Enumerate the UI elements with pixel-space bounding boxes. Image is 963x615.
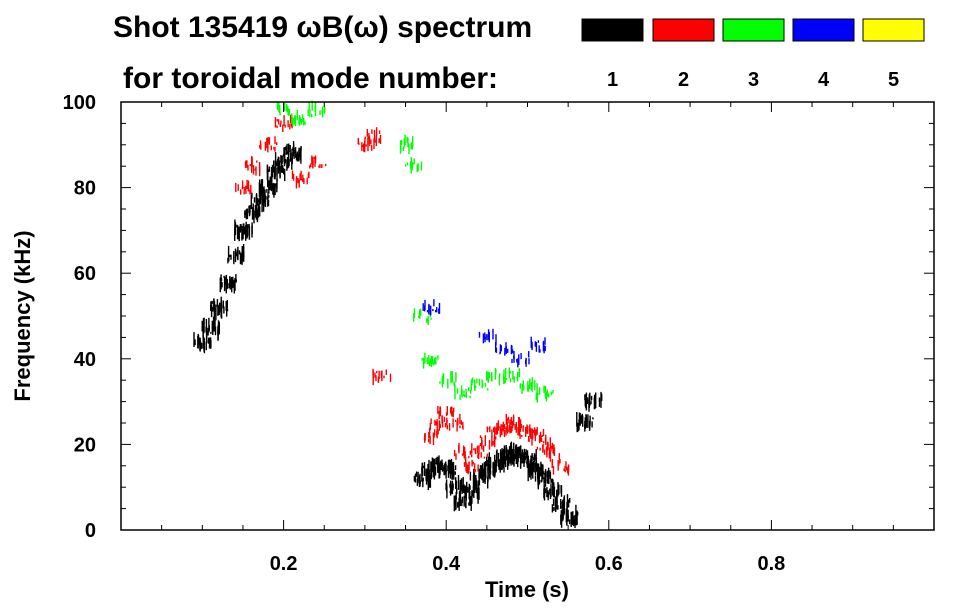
series-mode-1 [193,141,603,528]
data-point-mode-2 [259,136,278,153]
data-point-mode-4 [530,336,546,354]
chart-subtitle: for toroidal mode number: [123,62,498,95]
legend-label-mode-1: 1 [607,69,618,91]
legend-label-mode-3: 3 [748,69,759,91]
data-point-mode-2 [235,179,252,195]
data-point-mode-2 [446,413,464,432]
legend-swatch-mode-1 [581,18,644,42]
y-tick-label: 60 [74,263,96,285]
data-point-mode-3 [421,352,439,369]
data-point-mode-2 [479,432,497,450]
data-point-mode-1 [201,316,220,341]
data-point-mode-1 [250,189,270,213]
plot-data [193,100,603,528]
legend-swatch-mode-2 [652,18,715,42]
y-tick-label: 80 [74,178,96,200]
data-point-mode-2 [437,405,455,422]
data-point-mode-1 [234,219,253,242]
y-axis-label: Frequency (kHz) [10,230,35,401]
data-point-mode-2 [357,136,375,153]
tick-labels: 0.2 0.4 0.6 0.8 0 20 40 60 80 100 [63,92,786,575]
chart-title: Shot 135419 ωB(ω) spectrum [113,11,532,44]
legend-swatch-mode-5 [862,18,925,42]
data-point-mode-2 [364,127,382,147]
data-point-mode-1 [193,331,212,354]
legend-label-mode-2: 2 [678,69,689,91]
series-mode-4 [422,299,546,368]
data-point-mode-4 [511,351,530,368]
data-point-mode-1 [227,244,245,265]
data-point-mode-4 [478,328,497,346]
data-point-mode-1 [445,475,465,499]
data-point-mode-3 [454,384,472,400]
data-point-mode-2 [244,156,261,177]
data-point-mode-1 [462,480,480,504]
legend-label-mode-5: 5 [888,69,899,91]
data-point-mode-3 [519,377,536,394]
data-point-mode-1 [219,274,237,294]
data-point-mode-1 [258,176,278,201]
data-point-mode-2 [291,170,310,189]
data-point-mode-1 [576,412,594,433]
data-point-mode-4 [495,342,514,356]
data-point-mode-2 [543,444,560,462]
y-tick-label: 20 [74,434,96,456]
y-tick-label: 40 [74,349,96,371]
x-tick-label: 0.6 [595,553,623,575]
data-point-mode-3 [399,134,414,154]
series-mode-3 [276,100,554,403]
legend-swatch-mode-4 [792,18,855,42]
data-point-mode-1 [584,391,603,412]
data-point-mode-3 [503,367,520,385]
data-point-mode-3 [535,383,554,403]
axis-ticks [121,102,934,530]
data-point-mode-2 [551,459,570,476]
data-point-mode-2 [309,155,327,169]
series-mode-2 [235,114,570,476]
y-tick-label: 100 [63,92,96,114]
data-point-mode-1 [527,460,545,482]
legend-label-mode-4: 4 [818,69,830,91]
data-point-mode-1 [560,504,579,528]
data-point-mode-2 [470,443,488,459]
x-axis-label: Time (s) [485,577,569,602]
data-point-mode-1 [210,296,229,321]
x-tick-label: 0.8 [757,553,785,575]
data-point-mode-1 [274,150,293,174]
data-point-mode-2 [372,368,392,386]
data-point-mode-2 [274,114,293,132]
data-point-mode-3 [404,157,423,174]
data-point-mode-3 [307,100,326,118]
data-point-mode-1 [437,459,457,480]
data-point-mode-2 [453,442,473,461]
data-point-mode-2 [463,457,479,475]
data-point-mode-2 [486,422,506,438]
data-point-mode-3 [291,110,306,127]
x-tick-label: 0.4 [432,553,461,575]
data-point-mode-2 [423,427,439,445]
data-point-mode-3 [486,367,505,386]
data-point-mode-1 [244,203,261,224]
data-point-mode-3 [276,101,291,116]
legend-swatch-mode-3 [722,18,785,42]
legend: 1 2 3 4 5 [581,18,925,91]
data-point-mode-4 [422,299,441,316]
x-tick-label: 0.2 [270,553,298,575]
data-point-mode-1 [282,141,302,164]
data-point-mode-3 [439,371,457,389]
y-tick-label: 0 [85,520,96,542]
